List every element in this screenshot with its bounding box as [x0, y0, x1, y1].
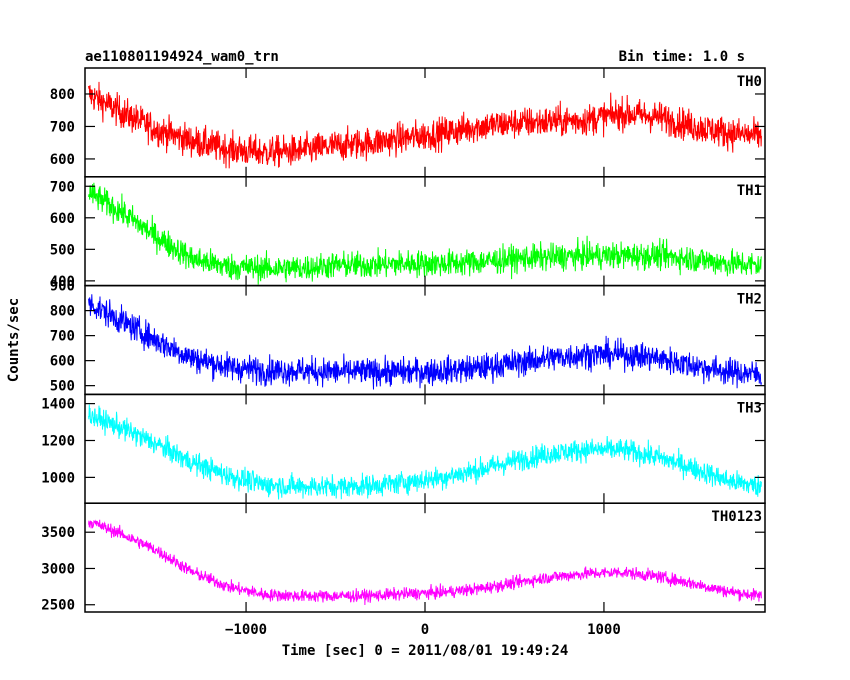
x-tick-label: 1000 [587, 622, 621, 638]
panel-frame [84, 284, 766, 396]
panel-stack: 600 700 800 TH0 400 500 600 700 TH1 500 600 700 800 9… [41, 67, 766, 614]
y-tick-label: 1000 [41, 470, 75, 486]
series-line-th3 [88, 404, 762, 500]
y-axis-label: Counts/sec [6, 298, 22, 382]
y-tick-label: 700 [50, 119, 75, 135]
panel-frame [84, 502, 766, 613]
series-line-th2 [88, 294, 762, 390]
y-tick-label: 2500 [41, 598, 75, 614]
panel-label: TH1 [737, 183, 762, 199]
y-tick-label: 600 [50, 152, 75, 168]
y-tick-label: 1200 [41, 434, 75, 450]
series-line-th0123 [88, 519, 762, 606]
x-tick-label: 0 [421, 622, 429, 638]
y-tick-label: 800 [50, 304, 75, 320]
y-tick-label: 500 [50, 379, 75, 395]
y-tick-label: 400 [50, 274, 75, 290]
panel-frame [84, 67, 766, 178]
y-tick-label: 3000 [41, 561, 75, 577]
plot-title: ae110801194924_wam0_trn [85, 49, 279, 65]
panel-label: TH3 [737, 400, 762, 416]
y-tick-label: 600 [50, 354, 75, 370]
x-tick-label: −1000 [225, 622, 267, 638]
x-axis: −1000 0 1000 [225, 68, 621, 638]
y-tick-label: 700 [50, 179, 75, 195]
panel-th0: 600 700 800 TH0 [50, 67, 766, 178]
y-tick-label: 700 [50, 329, 75, 345]
y-tick-label: 500 [50, 242, 75, 258]
y-tick-label: 3500 [41, 525, 75, 541]
panel-th1: 400 500 600 700 TH1 [50, 176, 766, 290]
y-tick-label: 800 [50, 87, 75, 103]
panel-frame [84, 393, 766, 504]
panel-label: TH0123 [711, 509, 762, 525]
series-line-th0 [88, 81, 762, 169]
y-tick-label: 900 [50, 279, 75, 295]
y-tick-label: 600 [50, 211, 75, 227]
y-tick-label: 1400 [41, 397, 75, 413]
panel-label: TH0 [737, 74, 762, 90]
panel-th3: 1000 1200 1400 TH3 [41, 393, 766, 504]
x-axis-label: Time [sec] 0 = 2011/08/01 19:49:24 [282, 643, 569, 659]
series-line-th1 [88, 182, 762, 285]
panel-label: TH2 [737, 292, 762, 308]
panel-th0123: 2500 3000 3500 TH0123 [41, 502, 766, 614]
panel-th2: 500 600 700 800 900 TH2 [50, 279, 766, 396]
bin-time-label: Bin time: 1.0 s [619, 49, 745, 65]
